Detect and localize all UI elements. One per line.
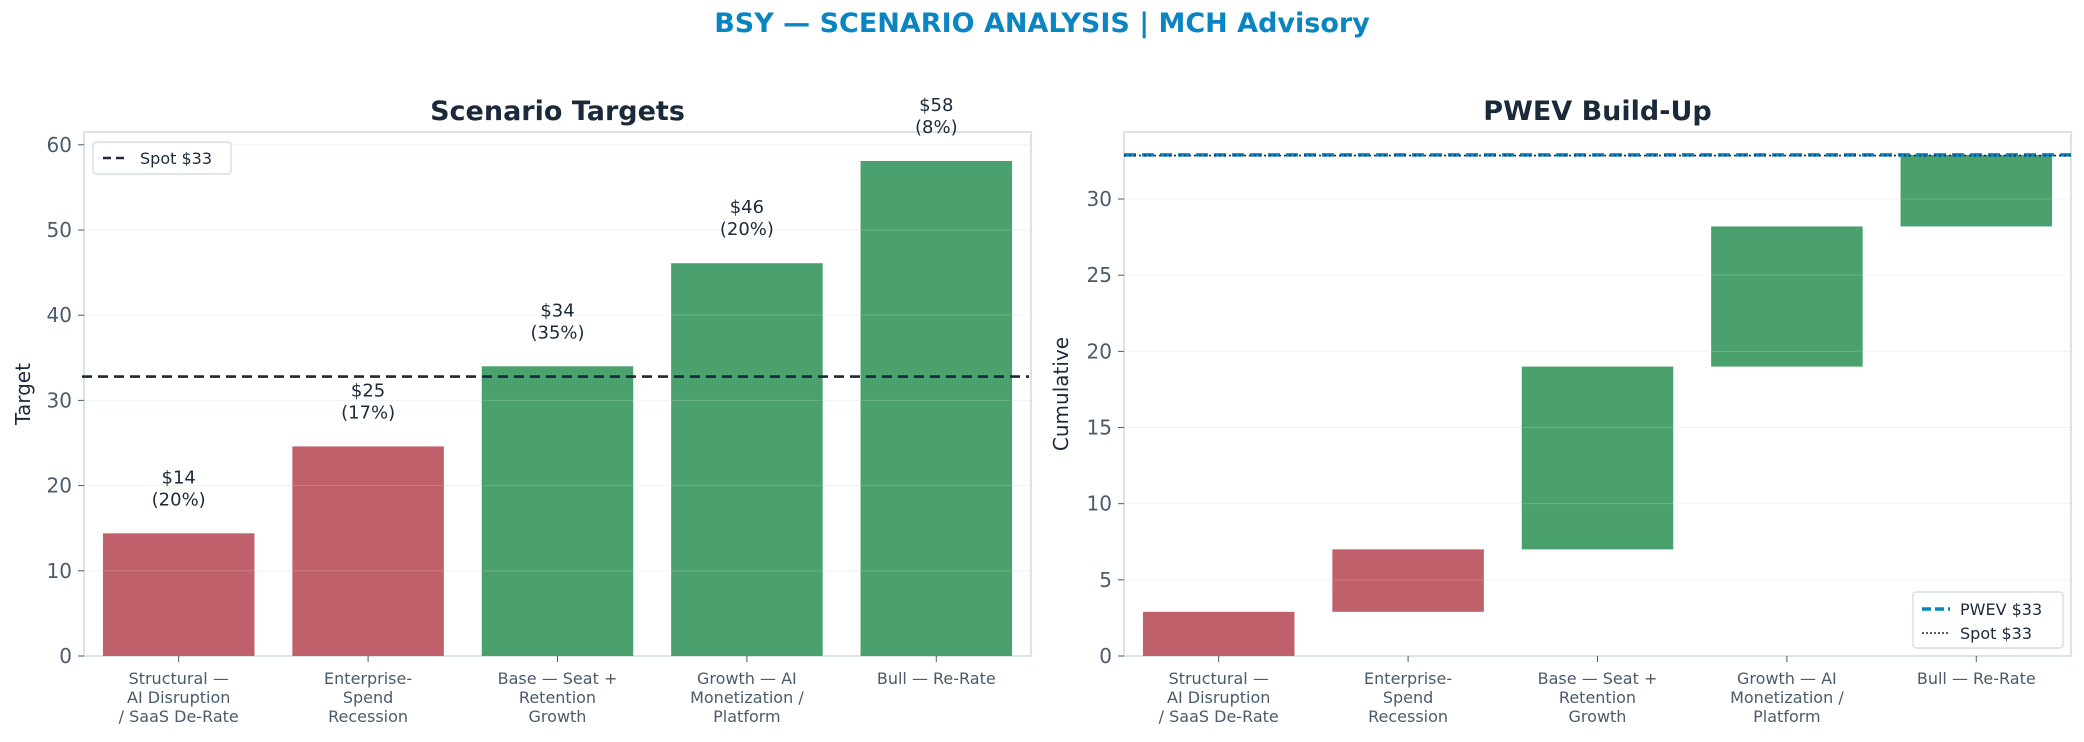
y-tick-label: 30: [1087, 187, 1112, 211]
bar-data-label: $25 (17%): [341, 380, 395, 423]
y-tick-label: 20: [1087, 339, 1112, 363]
legend-label-spot: Spot $33: [1960, 624, 2032, 643]
y-tick-label: 50: [47, 218, 72, 242]
y-tick-label: 60: [47, 133, 72, 157]
bar: [671, 263, 823, 656]
waterfall-bar: [1900, 154, 2053, 227]
x-tick-label-line: Growth: [1569, 707, 1627, 726]
bar: [292, 446, 444, 656]
bar-data-label-line: (20%): [152, 489, 206, 510]
x-tick-label-line: Retention: [519, 688, 596, 707]
x-tick-label-line: Growth — AI: [1737, 669, 1837, 688]
bar-data-label-line: $58: [919, 95, 953, 116]
legend-frame: [1912, 591, 2064, 649]
pwev-buildup-chart: 0 5 10 15 20 25 30 PWEV Build-Up Cumulative Struc…: [1049, 96, 2072, 726]
y-tick-label: 10: [1087, 492, 1112, 516]
waterfall-bar: [1711, 226, 1863, 367]
x-tick-label: Enterprise-Spend Recession: [1364, 669, 1452, 726]
y-tick-label: 30: [47, 388, 72, 412]
x-tick-label: Growth — AI Monetization / Platform: [1730, 669, 1844, 726]
y-tick-label: 20: [47, 474, 72, 498]
bar-data-label: $14 (20%): [152, 467, 206, 510]
x-tick-label-line: Platform: [713, 707, 780, 726]
x-tick-label-line: Spend: [1383, 688, 1433, 707]
x-tick-label: Bull — Re-Rate: [1917, 669, 2036, 688]
bar-data-label-line: $34: [540, 300, 574, 321]
x-tick-label: Bull — Re-Rate: [877, 669, 996, 688]
x-tick-label-line: Base — Seat +: [1538, 669, 1658, 688]
x-tick-label-line: Monetization /: [690, 688, 804, 707]
y-tick-label: 5: [1099, 568, 1112, 592]
x-tick-label-line: Monetization /: [1730, 688, 1844, 707]
x-tick-label-line: Bull — Re-Rate: [1917, 669, 2036, 688]
x-tick-label: Growth — AI Monetization / Platform: [690, 669, 804, 726]
bar-data-label: $46 (20%): [720, 197, 774, 240]
bar-data-label-line: $14: [162, 467, 196, 488]
x-tick-label-line: AI Disruption: [127, 688, 230, 707]
y-tick-label: 40: [47, 303, 72, 327]
legend-label-spot: Spot $33: [140, 149, 212, 168]
x-tick-label: Base — Seat + Retention Growth: [1538, 669, 1658, 726]
y-axis-label: Target: [11, 363, 35, 426]
x-tick-label-line: Growth — AI: [697, 669, 797, 688]
bar-data-label-line: (35%): [530, 322, 584, 343]
x-tick-label-line: Structural —: [1169, 669, 1269, 688]
bar: [102, 533, 255, 656]
legend-label-pwev: PWEV $33: [1960, 600, 2042, 619]
x-tick-label-line: Growth: [529, 707, 587, 726]
y-tick-label: 15: [1087, 416, 1112, 440]
x-tick-label-line: Retention: [1559, 688, 1636, 707]
bar-data-label: $58 (8%): [915, 95, 958, 138]
bar-data-label: $34 (35%): [530, 300, 584, 343]
bar-data-label-line: (8%): [915, 117, 958, 138]
y-tick-label: 0: [1099, 644, 1112, 668]
chart-title: PWEV Build-Up: [1483, 96, 1711, 127]
x-tick-label: Base — Seat + Retention Growth: [498, 669, 618, 726]
x-tick-label-line: / SaaS De-Rate: [1159, 707, 1279, 726]
x-tick-label-line: Enterprise-: [1364, 669, 1452, 688]
y-axis-label: Cumulative: [1049, 337, 1073, 451]
y-tick-label: 25: [1087, 263, 1112, 287]
x-tick-label-line: Bull — Re-Rate: [877, 669, 996, 688]
x-tick-label-line: Recession: [1368, 707, 1448, 726]
bar-data-label-line: (20%): [720, 219, 774, 240]
x-tick-label-line: Platform: [1753, 707, 1820, 726]
y-tick-label: 0: [59, 644, 72, 668]
x-tick-label-line: Enterprise-: [324, 669, 412, 688]
x-tick-label: Enterprise-Spend Recession: [324, 669, 412, 726]
bar: [860, 160, 1013, 656]
legend-frame: [92, 141, 232, 175]
bar-data-label-line: $46: [730, 197, 764, 218]
x-tick-label-line: Recession: [328, 707, 408, 726]
x-tick-label-line: AI Disruption: [1167, 688, 1270, 707]
waterfall-bar: [1142, 611, 1295, 656]
x-tick-label: Structural — AI Disruption / SaaS De-Rate: [119, 669, 239, 726]
bar-data-label-line: $25: [351, 380, 385, 401]
x-tick-label-line: Spend: [343, 688, 393, 707]
legend: PWEV $33 Spot $33: [1912, 591, 2064, 649]
page-title: BSY — SCENARIO ANALYSIS | MCH Advisory: [714, 8, 1370, 39]
y-tick-label: 10: [47, 559, 72, 583]
x-tick-label-line: / SaaS De-Rate: [119, 707, 239, 726]
x-tick-label-line: Structural —: [129, 669, 229, 688]
legend: Spot $33: [92, 141, 232, 175]
x-tick-label-line: Base — Seat +: [498, 669, 618, 688]
waterfall-bar: [1521, 366, 1674, 550]
x-tick-label: Structural — AI Disruption / SaaS De-Rate: [1159, 669, 1279, 726]
bar-data-label-line: (17%): [341, 402, 395, 423]
bar: [481, 366, 634, 656]
waterfall-bar: [1332, 549, 1484, 612]
chart-title: Scenario Targets: [430, 96, 685, 127]
